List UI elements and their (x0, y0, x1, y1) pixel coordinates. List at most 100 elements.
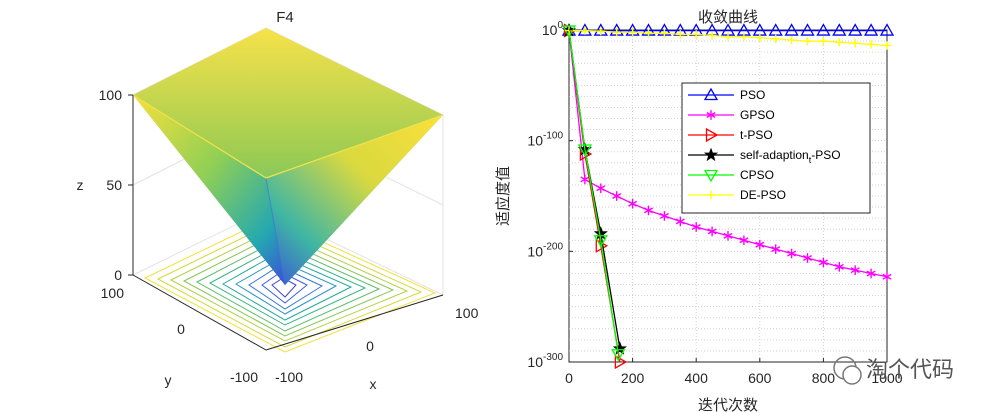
asterisk-stroke (659, 212, 669, 219)
y-tick-label: 100 (542, 20, 564, 38)
convergence-y-label: 适应度值 (494, 166, 512, 226)
marker-plus (755, 33, 764, 42)
asterisk-stroke (771, 246, 781, 253)
marker-triangle-up (784, 23, 799, 36)
series-de-pso (564, 26, 892, 50)
marker-triangle-down (703, 169, 719, 183)
marker-star (703, 147, 719, 162)
marker-asterisk (612, 191, 622, 201)
legend-entry: t-PSO (688, 127, 773, 143)
convergence-x-label: 迭代次数 (698, 396, 758, 413)
asterisk-stroke (739, 237, 749, 244)
asterisk-stroke (580, 176, 590, 183)
marker-triangle-up (879, 23, 895, 36)
legend-entry: self-adaptiont-PSO (688, 147, 841, 165)
marker-asterisk (739, 235, 749, 246)
legend-entry: DE-PSO (688, 188, 786, 202)
marker-triangle-down (561, 25, 577, 38)
watermark: 淘个代码 (833, 356, 954, 385)
asterisk-stroke (643, 207, 654, 214)
marker-asterisk (818, 257, 828, 268)
surface-axes (128, 94, 444, 351)
marker-asterisk (882, 271, 892, 282)
z-axis-label: z (77, 177, 84, 193)
x-tick-0: 0 (366, 338, 374, 354)
marker-asterisk (691, 222, 701, 232)
marker-asterisk (675, 216, 685, 227)
marker-star (612, 341, 627, 355)
y-tick-0: 0 (177, 321, 185, 337)
asterisk-stroke (723, 232, 733, 239)
watermark-text: 淘个代码 (866, 358, 954, 383)
legend-entry: PSO (688, 87, 765, 102)
asterisk-stroke (834, 263, 844, 270)
marker-triangle-up (832, 23, 847, 36)
plot-series (561, 23, 895, 370)
series-line (568, 30, 619, 355)
asterisk-stroke (802, 254, 813, 261)
marker-plus (739, 32, 749, 41)
marker-plus (692, 30, 701, 39)
marker-asterisk (628, 198, 638, 209)
marker-plus (803, 36, 812, 46)
asterisk-stroke (818, 259, 828, 266)
x-tick-label: 200 (621, 370, 645, 386)
marker-asterisk (866, 268, 876, 279)
legend-label: GPSO (740, 108, 775, 122)
contour-lines (143, 217, 437, 353)
asterisk-stroke (850, 267, 860, 274)
wechat-icon-bubble (842, 365, 862, 385)
marker-plus (706, 190, 716, 200)
marker-plus (596, 26, 605, 36)
marker-asterisk (659, 211, 669, 221)
legend-entry: GPSO (688, 108, 775, 122)
marker-asterisk (787, 248, 797, 259)
marker-triangle-up (800, 23, 815, 36)
series-cpso (561, 25, 626, 362)
convergence-title: 收敛曲线 (698, 8, 758, 26)
asterisk-stroke (707, 228, 717, 235)
z-tick-50: 50 (106, 177, 122, 193)
marker-triangle-down (577, 144, 593, 157)
legend-label: self-adaptiont-PSO (740, 148, 841, 165)
asterisk-stroke (628, 200, 638, 207)
asterisk-stroke (675, 218, 685, 225)
marker-plus (787, 35, 796, 45)
marker-plus (612, 28, 621, 37)
marker-asterisk (643, 205, 654, 216)
marker-plus (644, 29, 653, 38)
legend-entries: PSO GPSO t-PSO self-adaptiont-PSO CPSO DE-PSO (688, 87, 841, 202)
asterisk-stroke (691, 223, 701, 230)
legend-label: PSO (740, 88, 765, 102)
z-tick-100: 100 (99, 87, 123, 103)
marker-plus (882, 41, 892, 50)
marker-triangle-right (705, 127, 719, 143)
marker-asterisk (850, 265, 860, 275)
x-tick-minus100: -100 (275, 369, 303, 385)
y-axis-label: y (165, 372, 172, 388)
marker-triangle-up (863, 23, 879, 36)
asterisk-stroke (596, 185, 606, 192)
legend-entry: CPSO (688, 168, 774, 183)
y-tick-label: 10-100 (527, 131, 563, 149)
marker-plus (580, 26, 590, 35)
pyramid-surface (132, 28, 444, 286)
marker-asterisk (596, 183, 606, 194)
x-tick-100: 100 (455, 305, 479, 321)
z-tick-0: 0 (114, 267, 122, 283)
asterisk-stroke (706, 111, 716, 119)
surface-plot: F4 100 50 0 z 100 0 -100 y -100 0 100 x (77, 9, 479, 392)
marker-triangle-up (703, 87, 719, 101)
asterisk-stroke (882, 273, 892, 280)
marker-plus (851, 39, 860, 48)
asterisk-stroke (787, 250, 797, 257)
marker-asterisk (755, 239, 765, 250)
legend-label: t-PSO (740, 128, 773, 142)
legend-label: CPSO (740, 168, 774, 182)
marker-triangle-up (848, 23, 863, 36)
marker-plus (835, 37, 844, 47)
marker-plus (771, 34, 780, 44)
marker-plus (866, 40, 876, 49)
marker-asterisk (580, 174, 590, 185)
